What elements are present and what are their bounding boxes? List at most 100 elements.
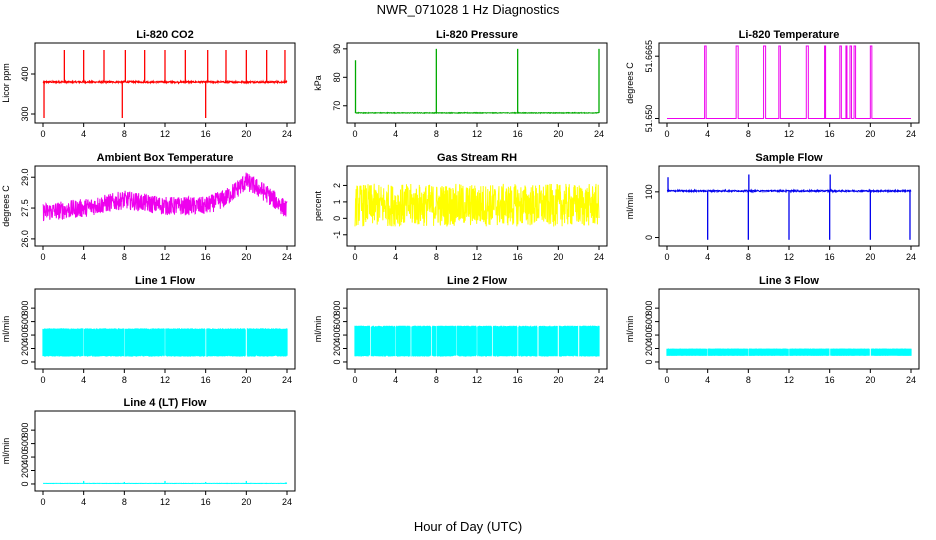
x-tick-label: 16 (825, 129, 835, 139)
y-axis-label: degrees C (1, 185, 11, 227)
x-tick-label: 20 (553, 252, 563, 262)
y-tick-label: 51.6665 (644, 40, 654, 73)
x-tick-label: 0 (664, 375, 669, 385)
y-axis-label: kPa (313, 75, 323, 91)
x-tick-label: 8 (434, 252, 439, 262)
x-tick-label: 12 (784, 129, 794, 139)
x-tick-label: 8 (746, 129, 751, 139)
x-tick-label: 20 (241, 375, 251, 385)
chart-panel: Li-820 Pressure kPa 0 4 8 12 16 20 24 70 80 90 (313, 29, 608, 139)
x-tick-label: 20 (241, 252, 251, 262)
panel-title: Line 2 Flow (447, 275, 507, 287)
y-tick-label: 400 (332, 328, 342, 343)
data-series (42, 172, 288, 222)
x-tick-label: 12 (160, 375, 170, 385)
y-tick-label: 29.0 (20, 168, 30, 186)
x-tick-label: 16 (201, 129, 211, 139)
y-tick-label: 800 (20, 423, 30, 438)
series-line (667, 45, 911, 119)
x-tick-label: 12 (160, 252, 170, 262)
x-tick-label: 4 (705, 252, 710, 262)
x-tick-label: 4 (81, 375, 86, 385)
y-axis-label: Licor ppm (1, 63, 11, 103)
x-tick-label: 24 (594, 129, 604, 139)
y-tick-label: 800 (332, 301, 342, 316)
y-axis-label: ml/min (625, 316, 635, 343)
x-tick-label: 4 (705, 129, 710, 139)
x-tick-label: 8 (122, 375, 127, 385)
x-tick-label: 20 (865, 375, 875, 385)
x-tick-label: 8 (434, 129, 439, 139)
x-tick-label: 24 (594, 375, 604, 385)
y-tick-label: 400 (644, 328, 654, 343)
plot-frame (658, 288, 920, 370)
y-tick-label: 0 (332, 359, 342, 364)
x-tick-label: 8 (746, 252, 751, 262)
x-tick-label: 24 (594, 252, 604, 262)
chart-panel: Sample Flow ml/min 0 4 8 12 16 20 24 0 100 (625, 152, 920, 262)
y-tick-label: 80 (332, 72, 342, 82)
y-tick-label: 600 (332, 314, 342, 329)
x-tick-label: 16 (513, 375, 523, 385)
x-tick-label: 0 (664, 129, 669, 139)
flow-band (354, 325, 600, 357)
x-tick-label: 0 (40, 252, 45, 262)
y-tick-label: 26.0 (20, 230, 30, 248)
y-tick-label: 800 (644, 301, 654, 316)
x-tick-label: 24 (282, 252, 292, 262)
y-tick-label: 90 (332, 44, 342, 54)
x-tick-label: 8 (122, 497, 127, 507)
y-tick-label: 0 (332, 216, 342, 221)
panel-title: Li-820 Pressure (436, 29, 518, 41)
y-axis-label: ml/min (313, 316, 323, 343)
flow-band (666, 348, 912, 356)
x-tick-label: 0 (40, 375, 45, 385)
data-series (354, 48, 600, 115)
chart-panel: Line 1 Flow ml/min 0 4 8 12 16 20 24 0 20040060080… (1, 275, 296, 385)
data-series (354, 325, 600, 357)
y-tick-label: 0 (20, 481, 30, 486)
data-series (42, 328, 288, 357)
data-series (42, 50, 288, 118)
y-axis-label: percent (313, 190, 323, 221)
panel-title: Line 3 Flow (759, 275, 819, 287)
y-tick-label: 400 (20, 450, 30, 465)
y-tick-label: 0 (644, 235, 654, 240)
y-tick-label: 100 (644, 184, 654, 199)
x-tick-label: 12 (784, 375, 794, 385)
y-tick-label: 300 (20, 106, 30, 121)
x-tick-label: 8 (746, 375, 751, 385)
chart-panel: Line 4 (LT) Flow ml/min 0 4 8 12 16 20 24 0 200400… (1, 397, 296, 507)
x-tick-label: 4 (393, 375, 398, 385)
x-tick-label: 16 (513, 129, 523, 139)
x-tick-label: 12 (472, 375, 482, 385)
y-tick-label: 0 (644, 359, 654, 364)
x-tick-label: 24 (282, 129, 292, 139)
plot-frame (346, 42, 608, 124)
x-tick-label: 0 (40, 497, 45, 507)
x-tick-label: 16 (825, 252, 835, 262)
data-series (667, 45, 911, 119)
y-tick-label: 27.5 (20, 199, 30, 217)
series-line (354, 183, 600, 227)
x-tick-label: 0 (352, 252, 357, 262)
y-tick-label: 1 (332, 199, 342, 204)
x-tick-label: 20 (865, 129, 875, 139)
x-tick-label: 20 (241, 129, 251, 139)
data-series (666, 348, 912, 356)
x-tick-label: 20 (865, 252, 875, 262)
x-tick-label: 0 (40, 129, 45, 139)
x-tick-label: 16 (201, 497, 211, 507)
x-tick-label: 12 (160, 497, 170, 507)
x-tick-label: 12 (784, 252, 794, 262)
y-tick-label: 400 (20, 328, 30, 343)
y-axis-label: ml/min (1, 438, 11, 465)
x-tick-label: 24 (906, 129, 916, 139)
y-tick-label: 600 (20, 314, 30, 329)
y-tick-label: 400 (20, 66, 30, 81)
x-tick-label: 16 (201, 252, 211, 262)
series-line (354, 111, 600, 115)
x-tick-label: 4 (705, 375, 710, 385)
